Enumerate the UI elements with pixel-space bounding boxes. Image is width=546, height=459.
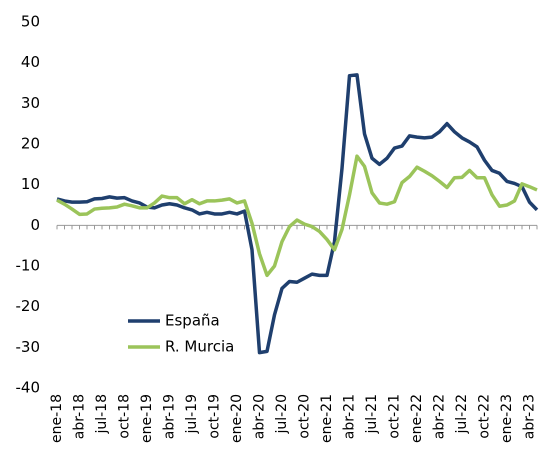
x-tick-label: abr-22 bbox=[432, 394, 448, 439]
x-tick-label: abr-21 bbox=[342, 394, 358, 439]
x-tick-label: ene-22 bbox=[409, 394, 425, 443]
y-tick-label: -40 bbox=[16, 379, 41, 397]
x-tick-label: abr-19 bbox=[162, 394, 178, 439]
y-tick-label: -20 bbox=[16, 297, 41, 315]
x-tick-label: abr-20 bbox=[252, 394, 268, 439]
y-tick-label: 50 bbox=[21, 13, 40, 31]
legend-label: R. Murcia bbox=[165, 338, 234, 356]
legend-label: España bbox=[165, 312, 220, 330]
x-tick-label: jul-21 bbox=[364, 394, 380, 435]
x-tick-label: abr-18 bbox=[72, 394, 88, 439]
x-tick-label: ene-18 bbox=[49, 394, 65, 443]
x-tick-label: oct-20 bbox=[297, 394, 313, 439]
y-tick-label: 0 bbox=[30, 216, 40, 234]
y-tick-label: 30 bbox=[21, 94, 40, 112]
x-tick-label: oct-18 bbox=[117, 394, 133, 439]
line-series bbox=[56, 73, 539, 355]
y-tick-label: -10 bbox=[16, 257, 41, 275]
x-tick-label: ene-23 bbox=[499, 394, 515, 443]
x-tick-label: oct-19 bbox=[207, 394, 223, 439]
y-tick-label: 20 bbox=[21, 135, 40, 153]
x-tick-label: ene-19 bbox=[139, 394, 155, 443]
y-tick-label: -30 bbox=[16, 338, 41, 356]
x-tick-label: jul-22 bbox=[454, 394, 470, 435]
x-tick-label: ene-20 bbox=[229, 394, 245, 443]
x-tick-label: abr-23 bbox=[522, 394, 538, 439]
y-tick-label: 40 bbox=[21, 53, 40, 71]
x-tick-label: oct-21 bbox=[387, 394, 403, 439]
line-series bbox=[56, 154, 538, 278]
y-tick-label: 10 bbox=[21, 175, 40, 193]
x-tick-label: jul-20 bbox=[274, 394, 290, 435]
x-tick-label: oct-22 bbox=[477, 394, 493, 439]
x-tick-label: jul-19 bbox=[184, 394, 200, 435]
x-tick-label: ene-21 bbox=[319, 394, 335, 443]
x-tick-label: jul-18 bbox=[94, 394, 110, 435]
